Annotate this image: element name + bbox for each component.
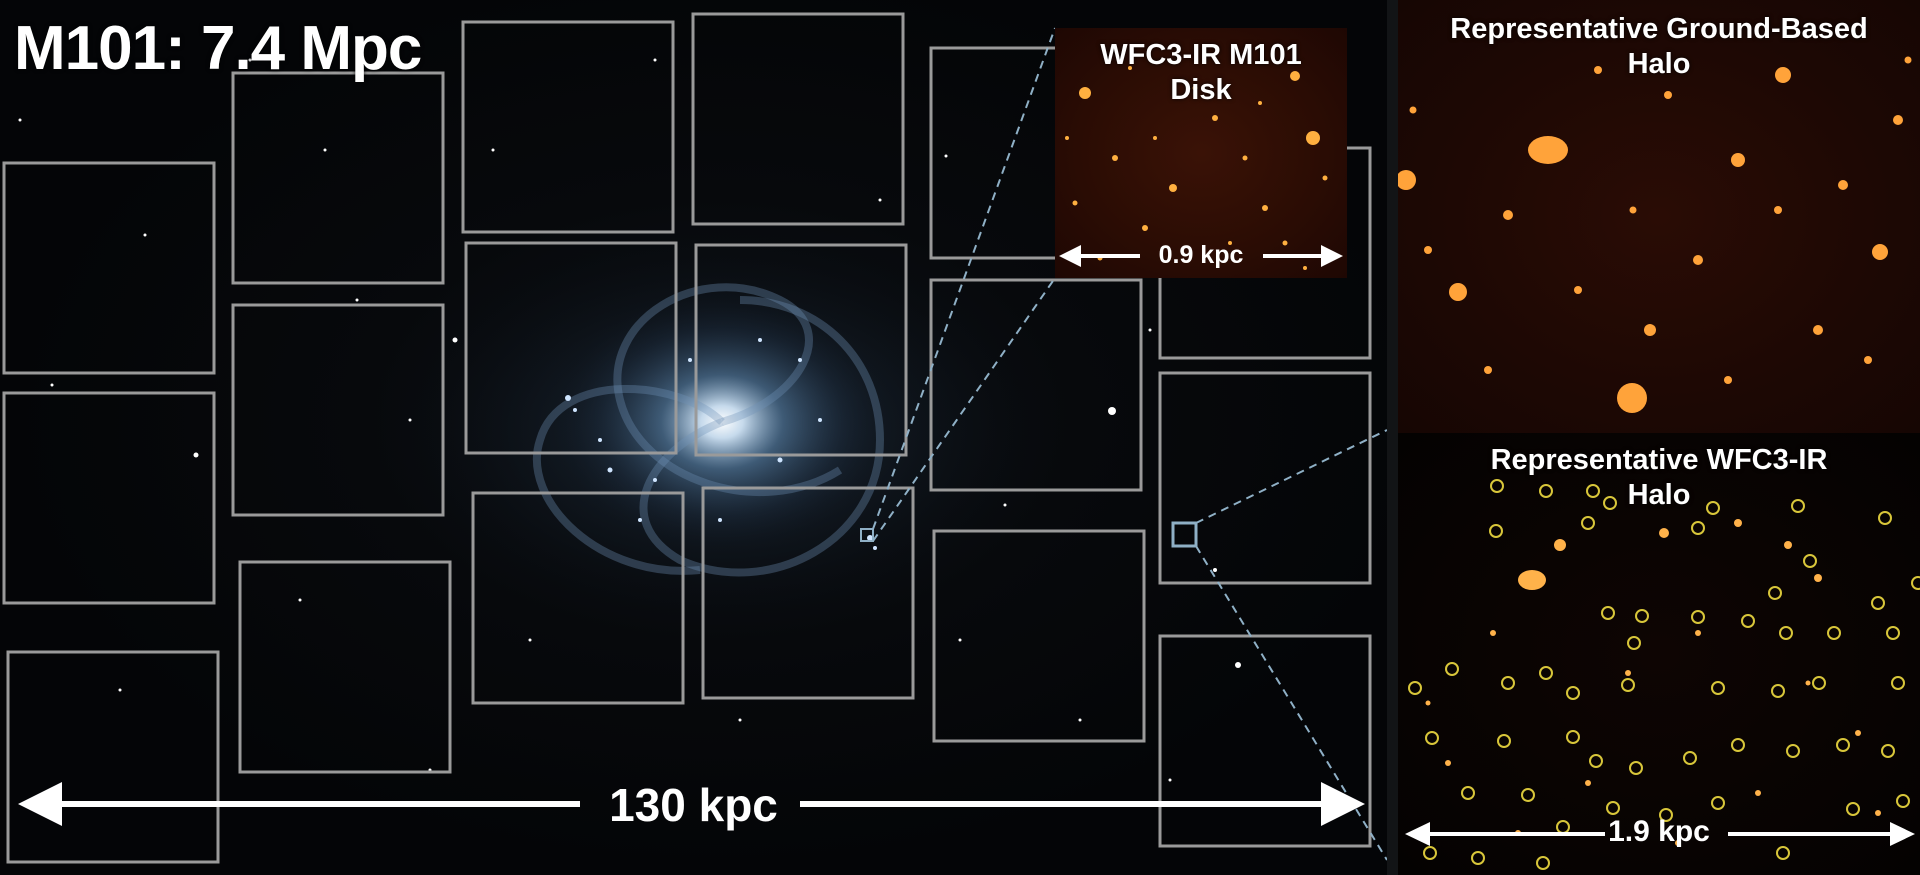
field-outline: [701, 486, 915, 700]
ground-halo-sources: [1398, 56, 1912, 413]
disk-zoom-marker: [860, 528, 874, 542]
wfc3-halo-svg: [1408, 479, 1920, 870]
halo-scale-label: 1.9 kpc: [1608, 815, 1710, 848]
wfc3-ir-halo-label: Representative WFC3-IR Halo: [1490, 444, 1828, 511]
field-outline: [231, 303, 445, 517]
field-outline: [231, 71, 445, 285]
panel-divider: [1387, 0, 1398, 875]
field-outline: [464, 241, 678, 455]
field-outline: [2, 161, 216, 375]
hst-field-outlines: [2, 12, 1372, 864]
main-scale-arrow: [18, 782, 1365, 826]
m101-mosaic-svg: [2, 12, 1387, 864]
figure-title: M101: 7.4 Mpc: [14, 14, 422, 83]
field-outline: [1158, 634, 1372, 848]
disk-inset-label: WFC3-IR M101 Disk: [1100, 39, 1302, 106]
field-outline: [471, 491, 685, 705]
disk-scale-arrow: [1059, 245, 1343, 267]
field-outline: [6, 650, 220, 864]
disk-scale-label: 0.9 kpc: [1158, 241, 1244, 269]
field-outline: [691, 12, 905, 226]
galaxy-knots: [565, 338, 877, 550]
main-scale-label: 130 kpc: [609, 779, 778, 831]
field-outline: [694, 243, 908, 457]
wfc3-circle-markers: [1408, 479, 1920, 870]
field-outline: [929, 278, 1143, 492]
ground-based-halo-panel: [1398, 0, 1920, 433]
disk-inset: [1055, 28, 1347, 278]
halo-zoom-marker: [1171, 521, 1198, 548]
disk-inset-svg: [1059, 66, 1343, 270]
leader-lines: [872, 27, 1387, 861]
galaxy-spiral-arms: [532, 283, 885, 577]
ground-halo-svg: [1398, 56, 1912, 413]
ground-based-halo-label: Representative Ground-Based Halo: [1450, 13, 1868, 80]
field-outline: [1158, 371, 1372, 585]
field-outline: [932, 529, 1146, 743]
field-outline: [2, 391, 216, 605]
field-outline: [238, 560, 452, 774]
wfc3-halo-sources: [1425, 519, 1881, 846]
wfc3-ir-halo-panel: [1398, 433, 1920, 875]
field-outline: [461, 20, 675, 234]
